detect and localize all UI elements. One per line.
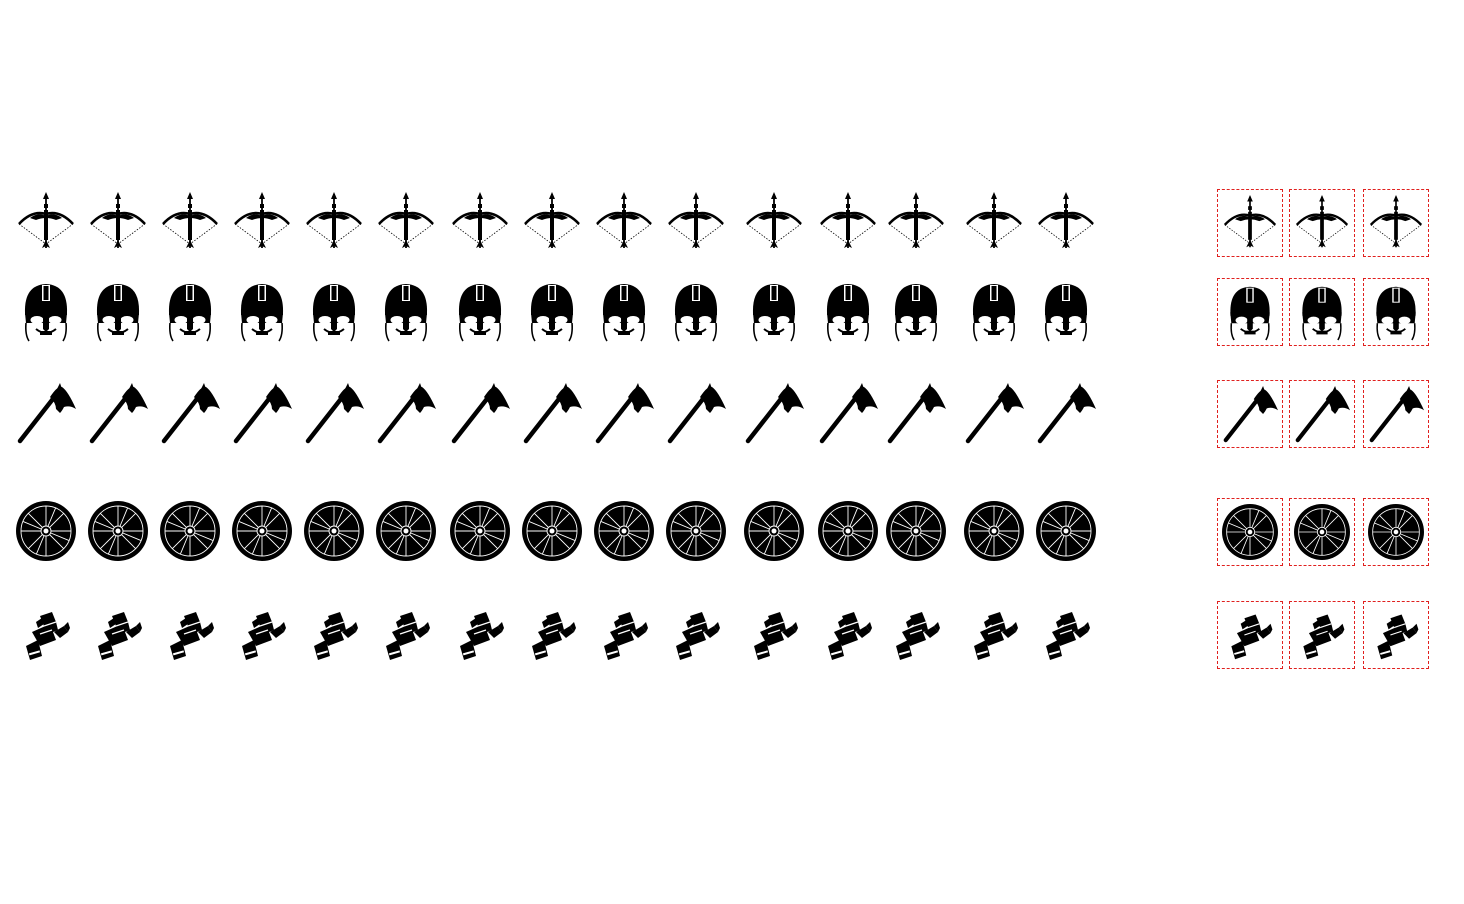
gauntlet-icon: [744, 602, 804, 666]
row-gauntlet: [0, 601, 1464, 672]
viking-helmet-icon: [88, 279, 148, 343]
viking-helmet-icon: [232, 279, 292, 343]
battle-axe-icon: [16, 381, 76, 445]
viking-helmet-icon: [818, 279, 878, 343]
viking-helmet-icon: [1036, 279, 1096, 343]
crossbow-icon: [1217, 189, 1283, 257]
crossbow-icon: [304, 190, 364, 254]
gauntlet-icon: [16, 602, 76, 666]
battle-axe-icon: [232, 381, 292, 445]
round-shield-icon: [964, 499, 1024, 563]
viking-helmet-icon: [964, 279, 1024, 343]
row-round-shield: [0, 498, 1464, 569]
round-shield-icon: [886, 499, 946, 563]
crossbow-icon: [594, 190, 654, 254]
gauntlet-icon: [964, 602, 1024, 666]
gauntlet-icon: [666, 602, 726, 666]
crossbow-icon: [232, 190, 292, 254]
round-shield-icon: [744, 499, 804, 563]
viking-helmet-icon: [304, 279, 364, 343]
gauntlet-icon: [232, 602, 292, 666]
round-shield-icon: [160, 499, 220, 563]
round-shield-icon: [88, 499, 148, 563]
battle-axe-icon: [818, 381, 878, 445]
crossbow-icon: [450, 190, 510, 254]
viking-helmet-icon: [1289, 278, 1355, 346]
battle-axe-icon: [1217, 380, 1283, 448]
gauntlet-icon: [818, 602, 878, 666]
gauntlet-icon: [88, 602, 148, 666]
crossbow-icon: [1363, 189, 1429, 257]
viking-helmet-icon: [744, 279, 804, 343]
battle-axe-icon: [88, 381, 148, 445]
battle-axe-icon: [666, 381, 726, 445]
viking-helmet-icon: [1217, 278, 1283, 346]
battle-axe-icon: [304, 381, 364, 445]
round-shield-icon: [304, 499, 364, 563]
round-shield-icon: [1036, 499, 1096, 563]
crossbow-icon: [88, 190, 148, 254]
round-shield-icon: [522, 499, 582, 563]
battle-axe-icon: [1289, 380, 1355, 448]
viking-helmet-icon: [594, 279, 654, 343]
crossbow-icon: [376, 190, 436, 254]
round-shield-icon: [16, 499, 76, 563]
gauntlet-icon: [304, 602, 364, 666]
viking-helmet-icon: [666, 279, 726, 343]
viking-helmet-icon: [16, 279, 76, 343]
crossbow-icon: [818, 190, 878, 254]
crossbow-icon: [964, 190, 1024, 254]
crossbow-icon: [666, 190, 726, 254]
battle-axe-icon: [594, 381, 654, 445]
gauntlet-icon: [594, 602, 654, 666]
round-shield-icon: [1363, 498, 1429, 566]
battle-axe-icon: [450, 381, 510, 445]
crossbow-icon: [16, 190, 76, 254]
crossbow-icon: [1289, 189, 1355, 257]
crossbow-icon: [160, 190, 220, 254]
battle-axe-icon: [1363, 380, 1429, 448]
crossbow-icon: [1036, 190, 1096, 254]
gauntlet-icon: [886, 602, 946, 666]
battle-axe-icon: [886, 381, 946, 445]
round-shield-icon: [818, 499, 878, 563]
gauntlet-icon: [1036, 602, 1096, 666]
gauntlet-icon: [450, 602, 510, 666]
round-shield-icon: [1289, 498, 1355, 566]
viking-helmet-icon: [522, 279, 582, 343]
crossbow-icon: [886, 190, 946, 254]
gauntlet-icon: [160, 602, 220, 666]
battle-axe-icon: [744, 381, 804, 445]
row-battle-axe: [0, 380, 1464, 451]
gauntlet-icon: [1217, 601, 1283, 669]
round-shield-icon: [376, 499, 436, 563]
viking-helmet-icon: [1363, 278, 1429, 346]
gauntlet-icon: [1363, 601, 1429, 669]
round-shield-icon: [1217, 498, 1283, 566]
round-shield-icon: [232, 499, 292, 563]
round-shield-icon: [450, 499, 510, 563]
viking-helmet-icon: [450, 279, 510, 343]
round-shield-icon: [666, 499, 726, 563]
battle-axe-icon: [964, 381, 1024, 445]
viking-helmet-icon: [886, 279, 946, 343]
gauntlet-icon: [522, 602, 582, 666]
crossbow-icon: [522, 190, 582, 254]
battle-axe-icon: [160, 381, 220, 445]
battle-axe-icon: [1036, 381, 1096, 445]
battle-axe-icon: [522, 381, 582, 445]
viking-helmet-icon: [376, 279, 436, 343]
row-viking-helmet: [0, 278, 1464, 349]
gauntlet-icon: [1289, 601, 1355, 669]
round-shield-icon: [594, 499, 654, 563]
battle-axe-icon: [376, 381, 436, 445]
row-crossbow: [0, 189, 1464, 260]
crossbow-icon: [744, 190, 804, 254]
gauntlet-icon: [376, 602, 436, 666]
viking-helmet-icon: [160, 279, 220, 343]
